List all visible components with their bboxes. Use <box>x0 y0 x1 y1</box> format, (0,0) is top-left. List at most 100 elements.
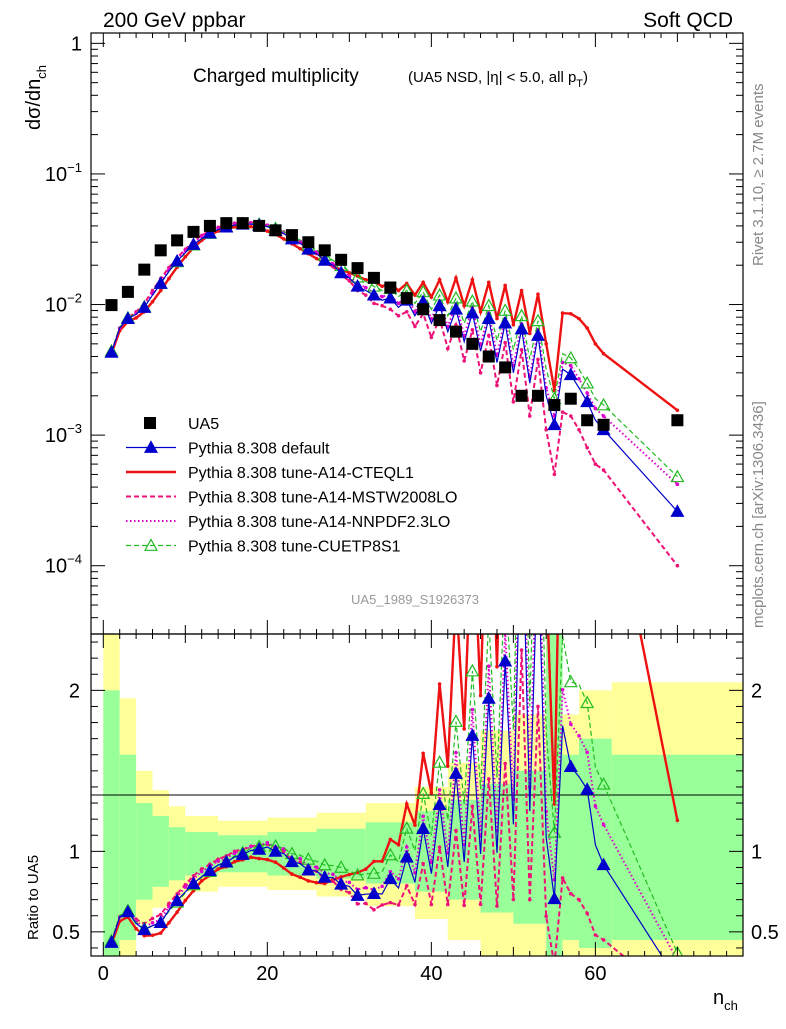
ratio-point-A14_MSTW2008LO <box>511 897 516 902</box>
ratio-point-default <box>170 893 185 907</box>
x-tick-label-0: 0 <box>98 963 109 985</box>
ratio-point-A14_CTEQL1 <box>585 367 589 371</box>
ratio-point-A14_CTEQL1 <box>544 574 548 578</box>
ratio-point-CUETP8S1 <box>499 567 511 578</box>
main-point-A14_MSTW2008LO <box>429 335 434 340</box>
ratio-point-CUETP8S1 <box>399 821 414 834</box>
ratio-point-CUETP8S1 <box>317 857 332 871</box>
ratio-point-A14_NNPDF23LO <box>421 814 425 819</box>
main-point-default <box>350 279 365 292</box>
main-point-A14_CTEQL1 <box>380 284 384 289</box>
main-point-A14_NNPDF23LO <box>601 414 606 418</box>
main-point-A14_MSTW2008LO <box>536 357 540 362</box>
ratio-point-A14_CTEQL1 <box>183 898 188 903</box>
y-tick-label-2: 10−2 <box>45 291 82 317</box>
ratio-point-CUETP8S1 <box>465 663 480 677</box>
ratio-point-default <box>399 849 414 863</box>
y-tick-label-base: 10 <box>45 556 67 578</box>
main-point-A14_MSTW2008LO <box>372 301 376 306</box>
main-point-default <box>186 237 201 250</box>
legend-label-default: Pythia 8.308 default <box>188 441 330 458</box>
main-point-A14_CTEQL1 <box>503 283 507 288</box>
main-point-A14_CTEQL1 <box>134 316 138 320</box>
ratio-point-A14_NNPDF23LO <box>199 869 204 874</box>
ratio-point-A14_NNPDF23LO <box>454 750 458 755</box>
ratio-point-A14_NNPDF23LO <box>520 439 524 443</box>
ratio-point-CUETP8S1 <box>366 866 381 879</box>
ratio-y-tick-label-right-1: 1 <box>751 841 762 863</box>
main-point-A14_CTEQL1 <box>413 293 417 297</box>
ratio-point-A14_NNPDF23LO <box>347 880 352 885</box>
main-point-A14_CTEQL1 <box>437 277 442 282</box>
ratio-point-default <box>516 483 528 494</box>
data-point-UA5 <box>203 219 216 232</box>
data-point-UA5 <box>581 414 594 427</box>
ratio-point-A14_NNPDF23LO <box>503 630 507 634</box>
ratio-point-A14_MSTW2008LO <box>585 911 589 916</box>
band-inner-15 <box>562 754 579 940</box>
main-point-A14_CTEQL1 <box>593 342 598 346</box>
ratio-point-default <box>532 539 544 550</box>
legend-marker-UA5 <box>144 417 156 429</box>
ratio-point-default <box>563 759 578 773</box>
y-tick-label-base: 10 <box>45 164 67 186</box>
main-point-A14_NNPDF23LO <box>593 406 598 411</box>
main-point-A14_MSTW2008LO <box>585 445 589 450</box>
legend-label-A14_MSTW2008LO: Pythia 8.308 tune-A14-MSTW2008LO <box>188 490 457 507</box>
ratio-point-A14_MSTW2008LO <box>404 884 409 888</box>
main-point-A14_CTEQL1 <box>568 311 573 316</box>
ratio-point-A14_MSTW2008LO <box>568 891 573 896</box>
ratio-point-A14_CTEQL1 <box>281 866 286 870</box>
main-point-A14_MSTW2008LO <box>380 303 384 308</box>
ratio-point-A14_CTEQL1 <box>339 875 343 879</box>
ratio-point-A14_MSTW2008LO <box>347 890 352 895</box>
ratio-point-A14_MSTW2008LO <box>150 916 155 921</box>
header-right: Soft QCD <box>643 9 733 32</box>
ratio-y-tick-label-left-2: 2 <box>69 680 80 702</box>
ratio-point-A14_CTEQL1 <box>429 791 434 795</box>
main-point-CUETP8S1 <box>498 303 513 316</box>
ratio-point-CUETP8S1 <box>671 945 684 956</box>
ratio-y-tick-label-right-0: 0.5 <box>751 922 779 944</box>
ratio-point-A14_CTEQL1 <box>594 367 598 371</box>
ratio-point-default <box>153 915 168 928</box>
data-point-UA5 <box>154 244 167 257</box>
ratio-point-A14_CTEQL1 <box>216 867 220 871</box>
ratio-point-A14_NNPDF23LO <box>183 885 188 889</box>
main-point-A14_NNPDF23LO <box>363 285 368 290</box>
main-point-A14_CTEQL1 <box>454 276 458 280</box>
ratio-point-A14_CTEQL1 <box>232 859 237 864</box>
ratio-point-default <box>366 886 381 900</box>
ratio-point-A14_MSTW2008LO <box>396 903 401 907</box>
data-point-UA5 <box>236 217 249 230</box>
main-point-default <box>104 345 119 358</box>
x-tick-label-2: 40 <box>420 963 442 985</box>
main-point-A14_CTEQL1 <box>167 276 171 281</box>
main-point-default <box>317 253 332 266</box>
ratio-point-default <box>580 782 595 795</box>
main-point-default <box>153 276 168 289</box>
main-point-default <box>498 315 513 329</box>
ratio-point-A14_MSTW2008LO <box>577 897 581 902</box>
main-y-axis-label: dσ/dnch <box>23 65 49 130</box>
ratio-point-A14_CTEQL1 <box>158 931 163 935</box>
main-point-CUETP8S1 <box>596 397 611 411</box>
ratio-point-A14_CTEQL1 <box>249 855 253 859</box>
ratio-point-A14_NNPDF23LO <box>437 788 442 792</box>
main-point-A14_CTEQL1 <box>495 316 499 321</box>
main-point-A14_CTEQL1 <box>519 288 524 293</box>
chart-title: Charged multiplicity <box>193 66 359 87</box>
ratio-point-A14_MSTW2008LO <box>676 998 680 1002</box>
ratio-point-A14_CTEQL1 <box>134 926 138 931</box>
main-point-CUETP8S1 <box>670 469 685 483</box>
main-point-A14_MSTW2008LO <box>560 410 565 414</box>
main-point-A14_CTEQL1 <box>585 326 589 330</box>
ratio-point-A14_CTEQL1 <box>257 856 261 861</box>
main-point-A14_NNPDF23LO <box>577 376 581 381</box>
band-inner-2 <box>136 803 153 900</box>
ratio-point-A14_MSTW2008LO <box>413 902 417 907</box>
ratio-point-A14_NNPDF23LO <box>298 856 302 861</box>
main-series-group <box>104 216 685 568</box>
ratio-point-A14_NNPDF23LO <box>331 872 335 877</box>
ratio-point-A14_MSTW2008LO <box>199 867 204 871</box>
